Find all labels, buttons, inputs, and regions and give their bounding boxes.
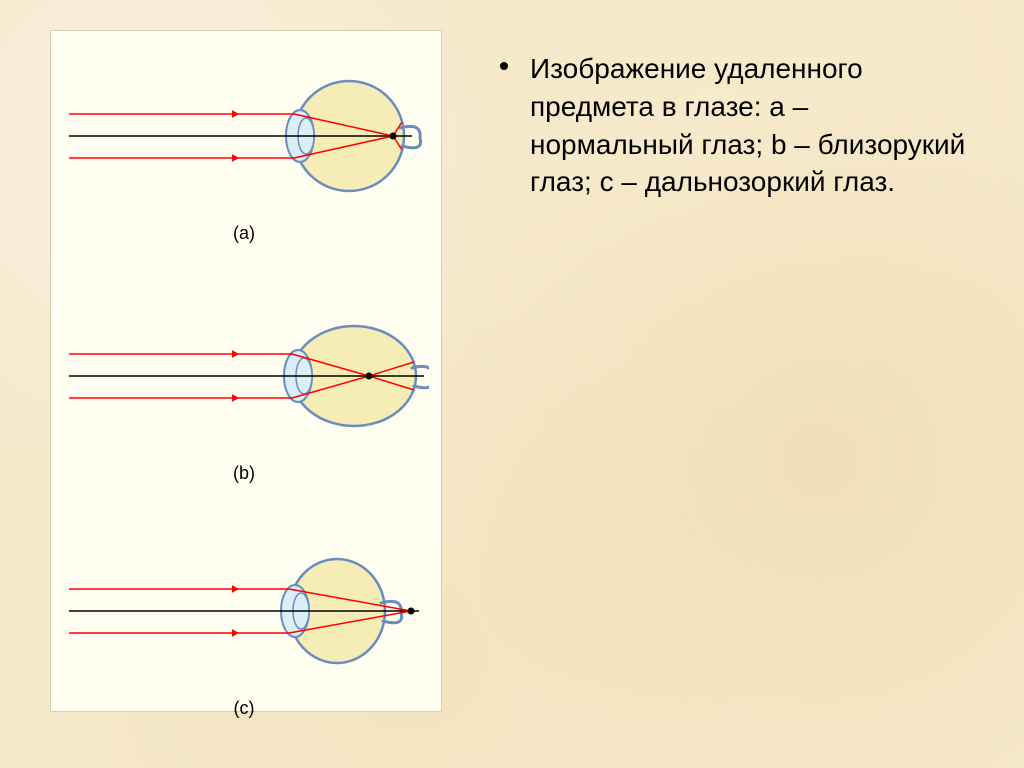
eye-diagram-b (59, 286, 429, 461)
bullet-icon (500, 62, 508, 70)
eye-block-b: (b) (59, 286, 429, 484)
diagram-panel: (a)(b)(c) (50, 30, 442, 712)
eye-diagram-c (59, 521, 429, 696)
caption-c: (c) (59, 698, 429, 719)
eye-block-c: (c) (59, 521, 429, 719)
eye-diagram-a (59, 46, 429, 221)
eye-block-a: (a) (59, 46, 429, 244)
caption-b: (b) (59, 463, 429, 484)
description-text: Изображение удаленного предмета в глазе:… (530, 50, 970, 201)
caption-a: (a) (59, 223, 429, 244)
